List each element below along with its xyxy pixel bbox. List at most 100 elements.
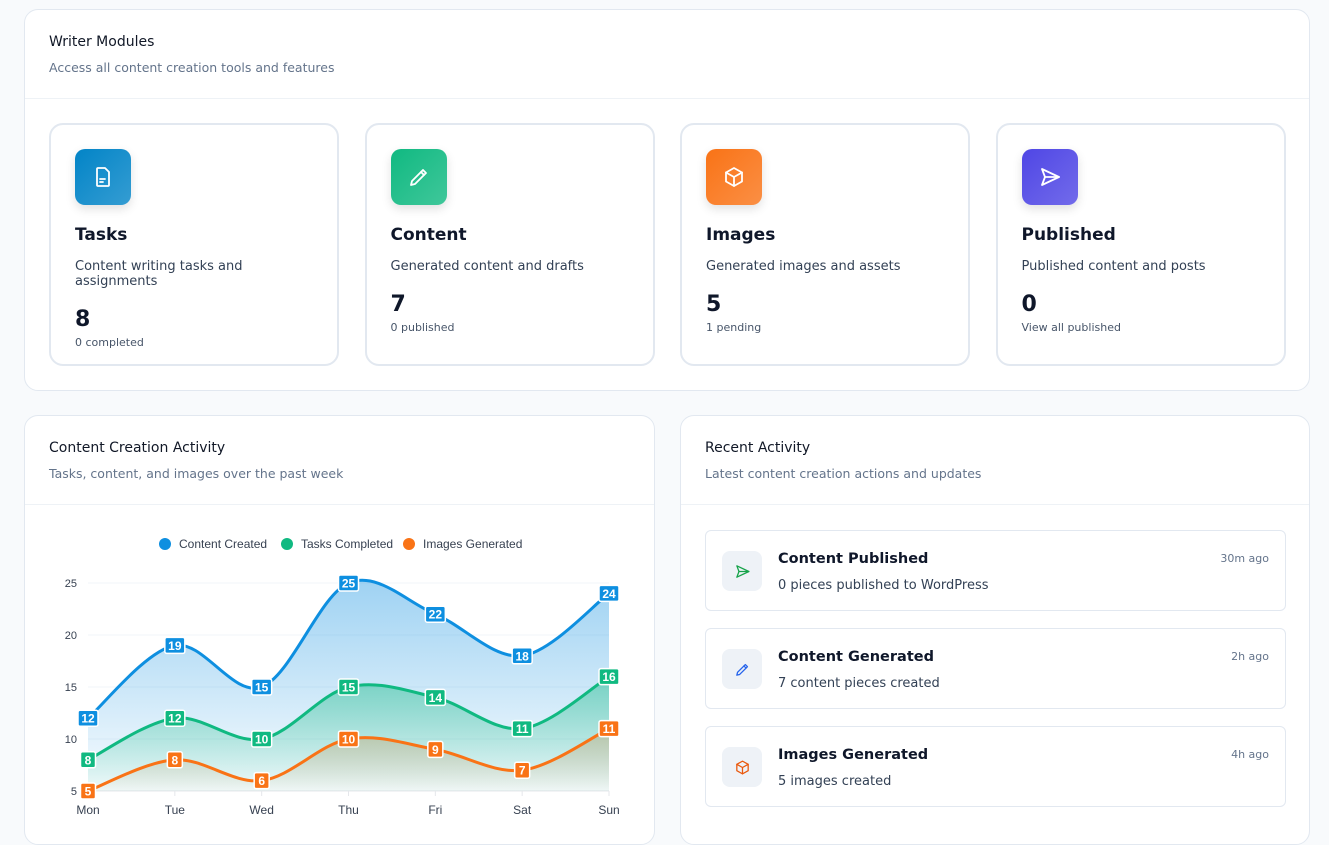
y-tick-label: 10: [65, 734, 77, 746]
pencil-icon: [722, 649, 762, 689]
writer-modules-card: Writer Modules Access all content creatio…: [24, 9, 1310, 391]
activity-item-title: Content Generated: [778, 649, 934, 665]
module-desc: Generated images and assets: [706, 259, 901, 274]
data-label[interactable]: 10: [342, 733, 356, 747]
activity-item-time: 2h ago: [1231, 650, 1269, 663]
module-card-tasks[interactable]: Tasks Content writing tasks and assignme…: [49, 123, 339, 366]
legend-marker[interactable]: [403, 538, 415, 550]
legend-label[interactable]: Images Generated: [423, 537, 522, 551]
x-tick-label: Fri: [428, 803, 442, 817]
activity-item[interactable]: Content Generated 7 content pieces creat…: [705, 628, 1286, 709]
module-card-images[interactable]: Images Generated images and assets 5 1 p…: [680, 123, 970, 366]
data-label[interactable]: 7: [519, 764, 526, 778]
activity-item-desc: 0 pieces published to WordPress: [778, 578, 989, 593]
data-label[interactable]: 19: [168, 639, 182, 653]
activity-item-time: 30m ago: [1220, 552, 1269, 565]
data-label-bg: [164, 636, 186, 655]
activity-title: Recent Activity: [705, 440, 811, 456]
module-desc: Content writing tasks and assignments: [75, 259, 243, 289]
legend-marker[interactable]: [159, 538, 171, 550]
document-icon: [75, 149, 131, 205]
module-title: Tasks: [75, 225, 128, 245]
data-label[interactable]: 12: [168, 712, 182, 726]
data-label[interactable]: 6: [258, 774, 265, 788]
chart-title: Content Creation Activity: [49, 440, 226, 456]
data-label-bg: [513, 761, 531, 779]
legend-label[interactable]: Tasks Completed: [301, 537, 393, 551]
data-label[interactable]: 9: [432, 743, 439, 757]
activity-chart: 5 10 15 20 25 Mon Tue Wed Thu Fri Sat Sun 12 19 15 25 22…: [65, 537, 620, 817]
section-subtitle: Access all content creation tools and fe…: [49, 60, 335, 75]
activity-item-title: Images Generated: [778, 747, 929, 763]
cube-icon: [706, 149, 762, 205]
module-desc: Generated content and drafts: [390, 259, 584, 274]
module-subtext: View all published: [1021, 321, 1121, 334]
y-tick-label: 25: [65, 578, 77, 590]
legend-marker[interactable]: [281, 538, 293, 550]
data-label[interactable]: 15: [255, 681, 269, 695]
data-label[interactable]: 10: [255, 733, 269, 747]
y-tick-label: 20: [65, 630, 77, 642]
data-label-bg: [77, 709, 99, 727]
section-title: Writer Modules: [49, 34, 155, 50]
module-subtext: 0 completed: [75, 336, 144, 349]
data-label[interactable]: 8: [85, 753, 92, 767]
data-label[interactable]: 15: [342, 681, 356, 695]
data-label-bg: [598, 584, 620, 603]
data-label-bg: [337, 678, 360, 696]
module-title: Images: [706, 225, 776, 245]
y-tick-label: 15: [65, 682, 77, 694]
data-label[interactable]: 18: [515, 649, 529, 663]
x-tick-label: Thu: [338, 803, 359, 817]
data-label-bg: [250, 678, 273, 696]
send-icon: [1021, 149, 1078, 205]
x-tick-label: Tue: [165, 803, 186, 817]
data-label[interactable]: 24: [602, 587, 616, 601]
data-label[interactable]: 8: [171, 753, 178, 767]
module-subtext: 1 pending: [706, 321, 762, 334]
data-label[interactable]: 11: [603, 722, 616, 736]
data-label-bg: [164, 709, 186, 727]
activity-item-desc: 7 content pieces created: [778, 676, 940, 691]
recent-activity-card: Recent Activity Latest content creation a…: [680, 415, 1310, 845]
module-card-published[interactable]: Published Published content and posts 0 …: [995, 123, 1286, 366]
data-label[interactable]: 16: [602, 670, 616, 684]
module-count: 7: [390, 292, 406, 317]
activity-item-desc: 5 images created: [778, 774, 892, 789]
data-label[interactable]: 11: [516, 722, 529, 736]
data-label-bg: [598, 719, 620, 738]
data-label-bg: [250, 730, 273, 748]
data-label-bg: [424, 688, 447, 707]
activity-item[interactable]: Content Published 0 pieces published to …: [705, 530, 1286, 611]
chart-subtitle: Tasks, content, and images over the past…: [49, 466, 344, 481]
data-label-bg: [337, 574, 360, 592]
activity-item-title: Content Published: [778, 551, 929, 567]
activity-item[interactable]: Images Generated 5 images created 4h ago: [705, 726, 1286, 807]
data-label-bg: [166, 751, 184, 769]
x-tick-label: Sun: [598, 803, 619, 817]
x-tick-label: Mon: [76, 803, 99, 817]
module-subtext: 0 published: [390, 321, 455, 334]
data-label-bg: [598, 667, 620, 686]
data-label[interactable]: 12: [81, 712, 95, 726]
data-label-bg: [424, 605, 447, 623]
data-label-bg: [511, 719, 533, 738]
x-tick-label: Sat: [513, 803, 532, 817]
module-count: 5: [706, 292, 722, 317]
series-area: [88, 728, 609, 791]
chart-card: Content Creation Activity Tasks, content,…: [24, 415, 655, 845]
y-tick-label: 5: [71, 786, 77, 798]
module-card-content[interactable]: Content Generated content and drafts 7 0…: [364, 123, 655, 366]
send-icon: [722, 551, 762, 591]
module-count: 8: [75, 307, 91, 332]
data-label[interactable]: 5: [85, 785, 92, 799]
data-label-bg: [427, 740, 444, 759]
x-tick-label: Wed: [249, 803, 273, 817]
data-label[interactable]: 22: [429, 608, 443, 622]
data-label-bg: [511, 647, 533, 665]
module-count: 0: [1021, 292, 1037, 317]
activity-item-time: 4h ago: [1231, 748, 1269, 761]
legend-label[interactable]: Content Created: [179, 537, 267, 551]
data-label[interactable]: 25: [342, 577, 356, 591]
data-label[interactable]: 14: [429, 691, 443, 705]
